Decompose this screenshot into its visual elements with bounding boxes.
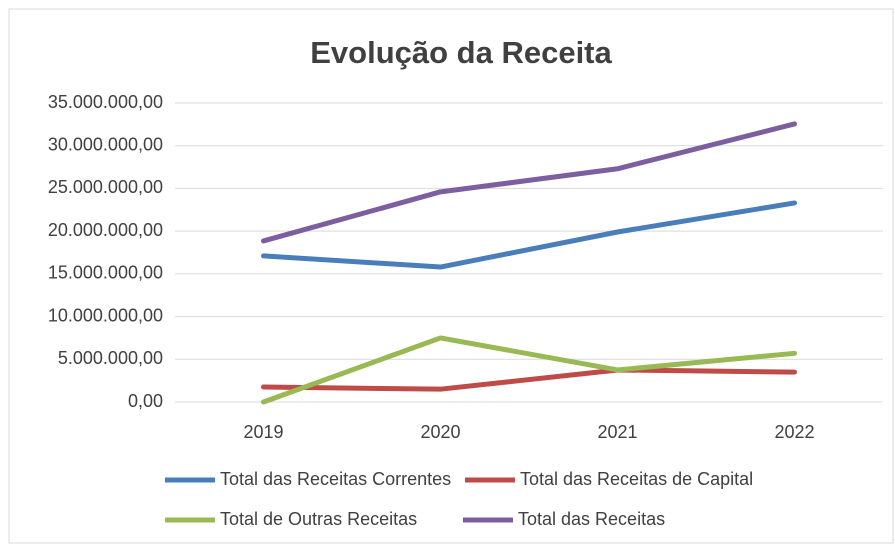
legend-label: Total de Outras Receitas: [220, 509, 417, 529]
legend-label: Total das Receitas de Capital: [520, 469, 753, 489]
y-tick-label: 0,00: [128, 391, 163, 411]
chart-title: Evolução da Receita: [310, 35, 612, 70]
legend-label: Total das Receitas Correntes: [220, 469, 451, 489]
chart-border: [8, 8, 894, 544]
y-tick-label: 5.000.000,00: [58, 348, 163, 368]
y-tick-label: 20.000.000,00: [48, 220, 163, 240]
x-tick-label: 2022: [774, 422, 814, 442]
legend-label: Total das Receitas: [518, 509, 665, 529]
series-line: [261, 367, 797, 392]
x-tick-label: 2020: [420, 422, 460, 442]
x-tick-label: 2021: [597, 422, 637, 442]
x-tick-label: 2019: [243, 422, 283, 442]
y-tick-label: 35.000.000,00: [48, 92, 163, 112]
series-line: [261, 121, 797, 244]
series-line: [261, 200, 797, 270]
y-tick-label: 10.000.000,00: [48, 305, 163, 325]
series-line: [261, 335, 797, 405]
y-tick-label: 15.000.000,00: [48, 263, 163, 283]
y-tick-label: 25.000.000,00: [48, 177, 163, 197]
y-tick-label: 30.000.000,00: [48, 134, 163, 154]
